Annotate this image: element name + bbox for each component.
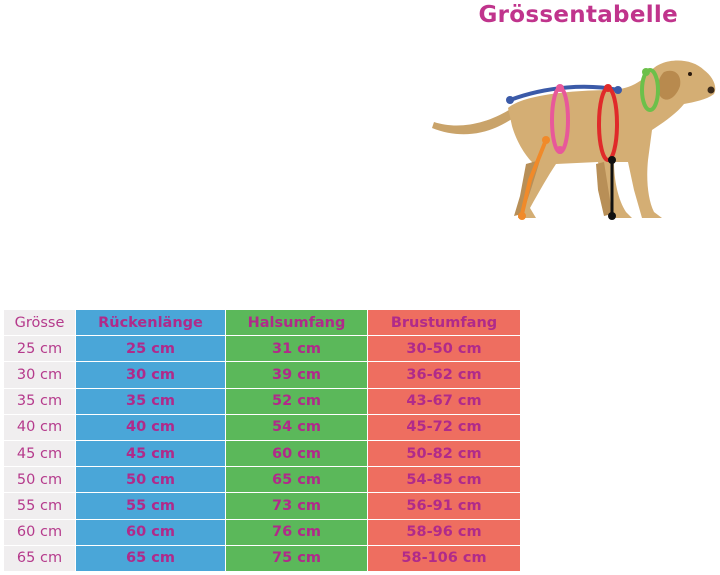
cell-size: 50 cm bbox=[3, 466, 76, 494]
table-row: 60 cm 60 cm 76 cm 58-96 cm bbox=[3, 518, 521, 546]
cell-back-length: 35 cm bbox=[75, 387, 226, 415]
cell-back-length: 40 cm bbox=[75, 413, 226, 441]
neck-ring bbox=[640, 68, 660, 112]
cell-size: 30 cm bbox=[3, 361, 76, 389]
cell-neck: 54 cm bbox=[225, 413, 368, 441]
cell-chest: 50-82 cm bbox=[367, 439, 521, 468]
cell-size: 45 cm bbox=[3, 439, 76, 468]
cell-back-length: 45 cm bbox=[75, 439, 226, 468]
cell-neck: 65 cm bbox=[225, 466, 368, 494]
cell-size: 40 cm bbox=[3, 413, 76, 441]
header-neck: Halsumfang bbox=[225, 308, 368, 337]
leg-length-line bbox=[520, 139, 548, 215]
table-row: 50 cm 50 cm 65 cm 54-85 cm bbox=[3, 466, 521, 494]
cell-chest: 43-67 cm bbox=[367, 387, 521, 415]
dog-measurement-illustration bbox=[432, 60, 716, 220]
cell-neck: 75 cm bbox=[225, 544, 368, 572]
cell-size: 35 cm bbox=[3, 387, 76, 415]
cell-back-length: 30 cm bbox=[75, 361, 226, 389]
cell-chest: 58-96 cm bbox=[367, 518, 521, 546]
cell-neck: 39 cm bbox=[225, 361, 368, 389]
cell-chest: 54-85 cm bbox=[367, 466, 521, 494]
cell-chest: 36-62 cm bbox=[367, 361, 521, 389]
page-title: Grössentabelle bbox=[478, 2, 678, 28]
cell-neck: 31 cm bbox=[225, 335, 368, 363]
header-back-length: Rückenlänge bbox=[75, 308, 226, 337]
dog-body bbox=[508, 60, 716, 218]
cell-chest: 30-50 cm bbox=[367, 335, 521, 363]
header-chest: Brustumfang bbox=[367, 308, 521, 337]
dog-tail bbox=[432, 108, 516, 135]
table-header-row: Grösse Rückenlänge Halsumfang Brustumfan… bbox=[3, 308, 521, 337]
header-size: Grösse bbox=[3, 308, 76, 337]
cell-neck: 73 cm bbox=[225, 492, 368, 520]
table-row: 30 cm 30 cm 39 cm 36-62 cm bbox=[3, 361, 521, 389]
cell-back-length: 50 cm bbox=[75, 466, 226, 494]
cell-chest: 45-72 cm bbox=[367, 413, 521, 441]
cell-neck: 60 cm bbox=[225, 439, 368, 468]
cell-neck: 52 cm bbox=[225, 387, 368, 415]
table-row: 45 cm 45 cm 60 cm 50-82 cm bbox=[3, 439, 521, 468]
cell-back-length: 55 cm bbox=[75, 492, 226, 520]
size-table: Grösse Rückenlänge Halsumfang Brustumfan… bbox=[3, 308, 521, 572]
cell-neck: 76 cm bbox=[225, 518, 368, 546]
cell-size: 55 cm bbox=[3, 492, 76, 520]
cell-size: 25 cm bbox=[3, 335, 76, 363]
cell-chest: 56-91 cm bbox=[367, 492, 521, 520]
table-row: 65 cm 65 cm 75 cm 58-106 cm bbox=[3, 544, 521, 572]
table-row: 35 cm 35 cm 52 cm 43-67 cm bbox=[3, 387, 521, 415]
cell-back-length: 25 cm bbox=[75, 335, 226, 363]
cell-chest: 58-106 cm bbox=[367, 544, 521, 572]
cell-size: 65 cm bbox=[3, 544, 76, 572]
table-row: 25 cm 25 cm 31 cm 30-50 cm bbox=[3, 335, 521, 363]
cell-back-length: 65 cm bbox=[75, 544, 226, 572]
cell-back-length: 60 cm bbox=[75, 518, 226, 546]
cell-size: 60 cm bbox=[3, 518, 76, 546]
table-row: 55 cm 55 cm 73 cm 56-91 cm bbox=[3, 492, 521, 520]
table-row: 40 cm 40 cm 54 cm 45-72 cm bbox=[3, 413, 521, 441]
